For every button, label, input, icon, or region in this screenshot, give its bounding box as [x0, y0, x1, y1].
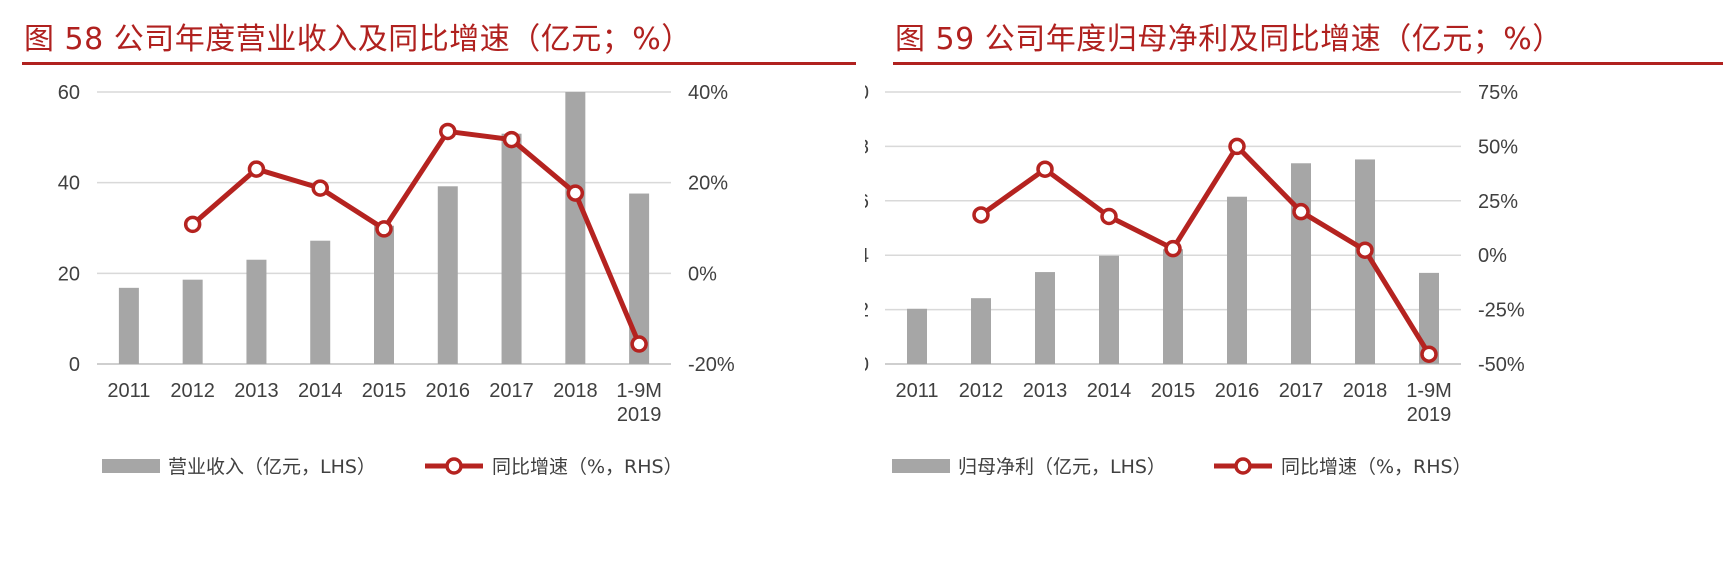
x-axis-tick-label: 2018: [1343, 380, 1388, 402]
legend-bar-label: 归母净利（亿元，LHS）: [958, 456, 1166, 478]
x-axis-tick-label: 1-9M: [1406, 380, 1452, 402]
x-axis-tick-label: 2015: [362, 380, 407, 402]
left-axis-tick-label: 2: [865, 300, 869, 322]
line-point: [1164, 239, 1182, 258]
bar: [1227, 196, 1247, 364]
legend-line-label: 同比增速（%，RHS）: [492, 456, 683, 478]
title-underline: [22, 62, 856, 65]
net-profit-chart: 0 2 4 6 8 10 -50% -25% 0% 25% 50% 75% 2011 2012 2013 20…: [865, 82, 1525, 478]
bar: [118, 287, 139, 364]
right-axis-tick-label: 75%: [1478, 82, 1518, 104]
x-axis-tick-label: 2016: [1215, 380, 1260, 402]
bar: [1355, 159, 1375, 364]
x-axis-tick-label: 2018: [553, 380, 598, 402]
bar: [310, 240, 331, 364]
growth-line: [191, 128, 642, 346]
right-axis-tick-label: 25%: [1478, 191, 1518, 213]
x-axis-tick-label: 2013: [234, 380, 279, 402]
x-axis-tick-label: 2019: [617, 404, 662, 426]
right-axis-tick-label: 0%: [688, 263, 717, 285]
left-axis-tick-label: 8: [865, 136, 869, 158]
bar: [1035, 272, 1055, 364]
x-axis-tick-label: 2012: [959, 380, 1004, 402]
left-axis-tick-label: 40: [58, 173, 80, 195]
line-point: [630, 335, 648, 353]
x-axis-tick-label: 2012: [170, 380, 215, 402]
right-axis-tick-label: -50%: [1478, 354, 1525, 376]
legend-line-label: 同比增速（%，RHS）: [1281, 456, 1472, 478]
right-axis-tick-label: 20%: [688, 173, 728, 195]
bar: [1099, 255, 1119, 364]
growth-line: [979, 143, 1432, 356]
right-axis-tick-label: 50%: [1478, 136, 1518, 158]
x-axis-tick-label: 2016: [426, 380, 471, 402]
x-axis-tick-label: 2017: [489, 380, 534, 402]
figure-58-panel: 图 58 公司年度营业收入及同比增速（亿元；%） 0 20 40 60 -20% 0% 20…: [22, 22, 856, 478]
x-axis-tick-label: 2011: [895, 380, 938, 402]
line-point: [566, 184, 585, 202]
x-axis-tick-label: 2015: [1151, 380, 1196, 402]
line-point: [1228, 137, 1246, 156]
line-point: [183, 215, 202, 234]
line-point: [1356, 241, 1374, 259]
left-axis-tick-label: 0: [865, 354, 869, 376]
line-point: [502, 130, 521, 149]
right-axis-tick-label: 0%: [1478, 245, 1507, 267]
left-axis-tick-label: 6: [865, 191, 869, 213]
legend-line-marker: [1234, 457, 1252, 475]
x-axis-tick-label: 1-9M: [616, 380, 662, 402]
x-axis-tick-label: 2017: [1279, 380, 1324, 402]
left-axis-tick-label: 4: [865, 245, 869, 267]
line-point: [439, 122, 457, 141]
line-point: [1420, 345, 1438, 363]
legend-bar-swatch: [102, 459, 160, 473]
bar: [246, 259, 267, 364]
left-axis-tick-label: 20: [58, 263, 80, 285]
bar: [907, 308, 927, 364]
left-axis-tick-label: 60: [58, 82, 80, 104]
title-underline: [893, 62, 1723, 65]
bar: [971, 298, 991, 364]
figure-59-panel: 图 59 公司年度归母净利及同比增速（亿元；%） 0 2 4 6 8 10 -50% -25%…: [865, 0, 1730, 574]
line-point: [247, 160, 266, 178]
left-axis-tick-label: 0: [69, 354, 80, 376]
legend-bar-label: 营业收入（亿元，LHS）: [168, 456, 376, 478]
line-point: [1292, 202, 1310, 221]
legend-line-marker: [445, 457, 463, 475]
bar: [1291, 163, 1311, 364]
line-point: [1036, 160, 1054, 178]
bar: [437, 186, 458, 364]
figure-title: 图 59 公司年度归母净利及同比增速（亿元；%）: [895, 22, 1563, 57]
right-axis-tick-label: -20%: [688, 354, 735, 376]
x-axis-tick-label: 2019: [1407, 404, 1452, 426]
x-axis-tick-label: 2011: [107, 380, 150, 402]
right-axis-tick-label: -25%: [1478, 300, 1525, 322]
bar: [182, 279, 203, 364]
bar: [374, 225, 394, 364]
bar: [501, 133, 522, 364]
bar: [565, 92, 586, 364]
right-axis-tick-label: 40%: [688, 82, 728, 104]
figure-title: 图 58 公司年度营业收入及同比增速（亿元；%）: [24, 22, 692, 57]
bar: [1419, 272, 1439, 364]
line-point: [972, 206, 990, 224]
left-axis-tick-label: 10: [865, 82, 869, 104]
bar: [1163, 249, 1183, 364]
x-axis-tick-label: 2013: [1023, 380, 1068, 402]
x-axis-tick-label: 2014: [1087, 380, 1132, 402]
bar: [629, 193, 650, 364]
line-point: [375, 220, 393, 238]
x-axis-tick-label: 2014: [298, 380, 343, 402]
line-point: [311, 179, 329, 197]
legend-bar-swatch: [892, 459, 950, 473]
revenue-chart: 0 20 40 60 -20% 0% 20% 40% 2011 2012 2013 2014 2015 2…: [58, 82, 735, 478]
line-point: [1100, 207, 1118, 226]
